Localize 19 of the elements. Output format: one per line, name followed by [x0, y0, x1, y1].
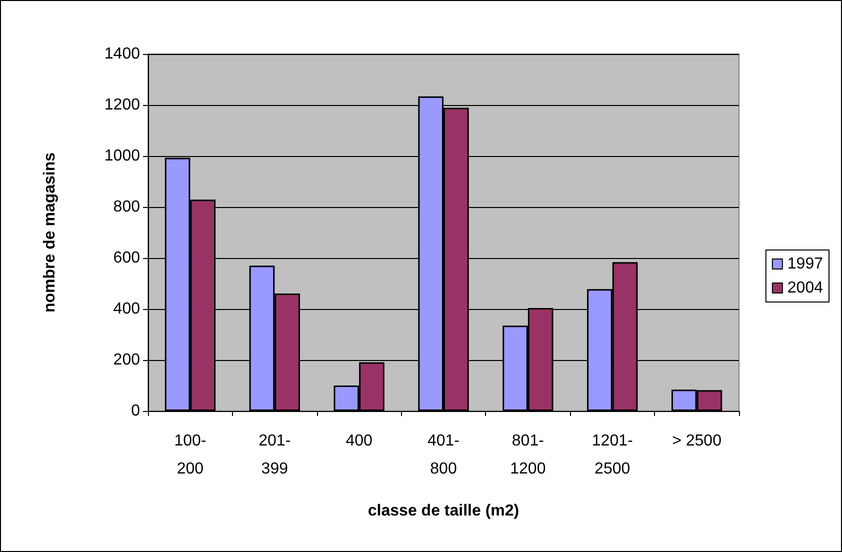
x-axis-title: classe de taille (m2) — [368, 502, 520, 520]
x-tick-label: 201-399 — [258, 432, 291, 478]
y-tick-label: 800 — [113, 198, 140, 216]
y-tick-label: 1400 — [104, 46, 140, 62]
legend-label: 1997 — [787, 256, 824, 272]
x-tick-label: 401-800 — [427, 432, 460, 478]
x-tick-label: 801-1200 — [510, 432, 546, 478]
y-axis-title: nombre de magasins — [42, 152, 58, 313]
y-tick-label: 400 — [113, 300, 140, 318]
x-tick-label: 100-200 — [174, 432, 206, 478]
y-tick-label: 1200 — [104, 96, 140, 114]
y-tick-label: 0 — [131, 402, 140, 420]
legend-label: 2004 — [787, 280, 824, 296]
x-tick-label: 1201-2500 — [592, 432, 633, 478]
y-tick-label: 200 — [113, 352, 140, 368]
x-tick-label: > 2500 — [672, 432, 722, 450]
x-tick-label: 400 — [346, 432, 373, 450]
y-tick-label: 1000 — [104, 148, 140, 164]
y-tick-label: 600 — [113, 250, 140, 266]
